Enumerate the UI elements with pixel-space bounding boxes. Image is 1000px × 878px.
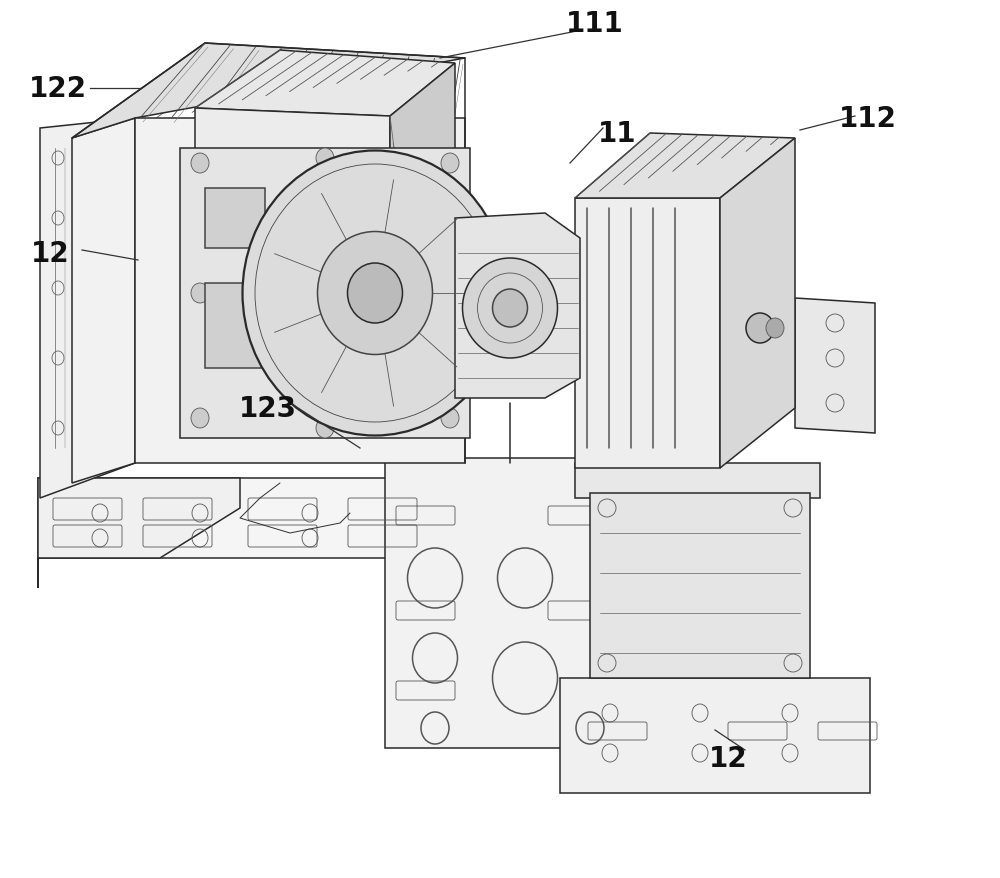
Text: 111: 111 — [566, 10, 624, 38]
Polygon shape — [575, 133, 795, 198]
Polygon shape — [385, 458, 640, 748]
Polygon shape — [40, 119, 135, 499]
Ellipse shape — [318, 233, 433, 355]
Ellipse shape — [441, 154, 459, 174]
Polygon shape — [455, 213, 580, 399]
Text: 11: 11 — [598, 120, 636, 148]
Polygon shape — [38, 479, 490, 558]
Polygon shape — [195, 109, 390, 378]
Ellipse shape — [316, 149, 334, 169]
Text: 123: 123 — [239, 394, 297, 422]
Polygon shape — [390, 64, 455, 378]
Text: 12: 12 — [709, 745, 747, 772]
Polygon shape — [720, 139, 795, 469]
Polygon shape — [38, 479, 240, 588]
Ellipse shape — [191, 284, 209, 304]
Polygon shape — [195, 51, 455, 117]
Polygon shape — [72, 119, 135, 484]
Text: 122: 122 — [29, 75, 87, 103]
Ellipse shape — [243, 151, 508, 436]
Polygon shape — [72, 44, 465, 139]
Bar — [205, 189, 265, 248]
Ellipse shape — [463, 259, 558, 358]
Text: 112: 112 — [839, 104, 897, 133]
Ellipse shape — [493, 290, 528, 327]
Ellipse shape — [441, 408, 459, 428]
Text: 12: 12 — [31, 240, 69, 268]
Polygon shape — [795, 299, 875, 434]
Polygon shape — [560, 678, 870, 793]
Ellipse shape — [191, 408, 209, 428]
Polygon shape — [180, 149, 470, 438]
Ellipse shape — [746, 313, 774, 343]
Polygon shape — [575, 198, 720, 469]
Ellipse shape — [766, 319, 784, 339]
Ellipse shape — [191, 154, 209, 174]
Bar — [205, 284, 265, 369]
Polygon shape — [575, 464, 820, 499]
Polygon shape — [135, 119, 465, 464]
Ellipse shape — [316, 419, 334, 438]
Polygon shape — [590, 493, 810, 678]
Ellipse shape — [441, 284, 459, 304]
Ellipse shape — [348, 263, 403, 324]
